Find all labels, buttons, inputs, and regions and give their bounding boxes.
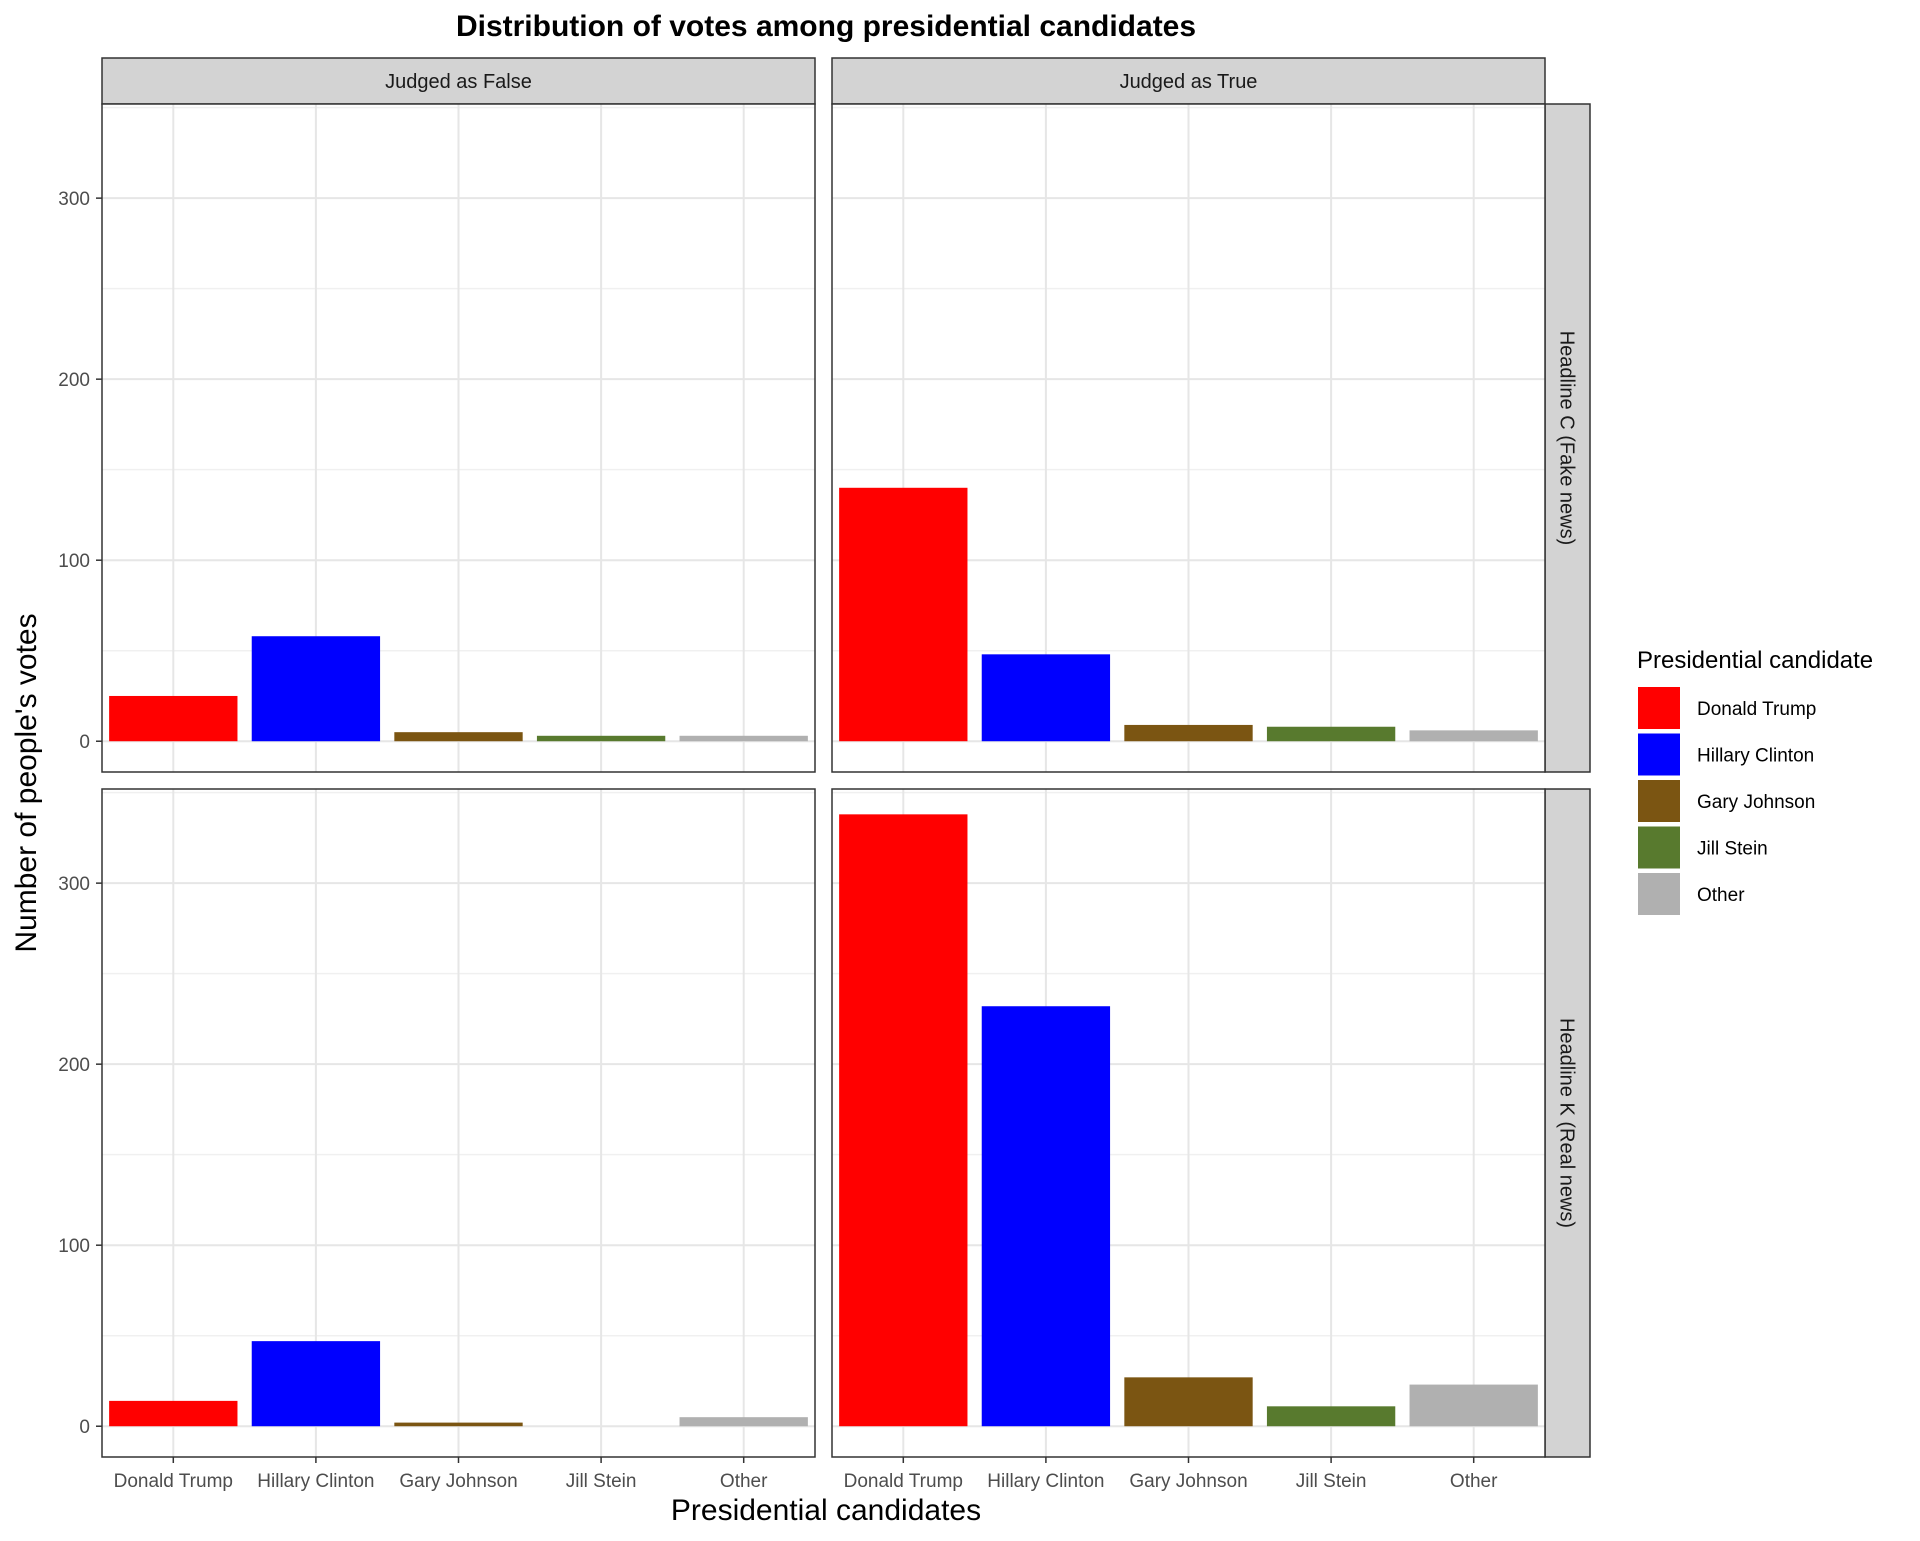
legend-key-hillary-clinton — [1638, 733, 1680, 776]
legend-label: Gary Johnson — [1697, 792, 1815, 813]
bar-hillary-clinton — [251, 636, 381, 742]
y-tick-label: 200 — [58, 1055, 90, 1076]
bar-jill-stein — [536, 735, 666, 742]
bar-hillary-clinton — [981, 1006, 1111, 1427]
bar-hillary-clinton — [981, 654, 1111, 742]
chart-title: Distribution of votes among presidential… — [456, 10, 1196, 43]
panels-layer: Judged as False Judged as True Headline C … — [58, 57, 1591, 1492]
x-tick-label: Jill Stein — [566, 1471, 637, 1492]
bar-hillary-clinton — [251, 1341, 381, 1427]
panel-headline-c-fake-news-judged-as-true — [831, 103, 1546, 773]
legend: Presidential candidate Donald Trump Hilla… — [1637, 647, 1873, 915]
panel-border — [101, 103, 816, 773]
bar-other — [1409, 1384, 1538, 1427]
legend-key-other — [1638, 873, 1680, 915]
panel-headline-c-fake-news-judged-as-false: 0 100 200 300 — [58, 103, 816, 773]
panel-border — [831, 103, 1546, 773]
legend-label: Jill Stein — [1697, 839, 1768, 860]
legend-key-jill-stein — [1638, 826, 1680, 869]
panel-headline-k-real-news-judged-as-false: 0 100 200 300 Donald Trump Hillary Clinton Gar… — [58, 788, 816, 1492]
legend-label: Donald Trump — [1697, 699, 1816, 720]
x-tick-label: Gary Johnson — [399, 1471, 517, 1492]
bar-gary-johnson — [394, 732, 523, 742]
bar-donald-trump — [839, 487, 968, 742]
y-tick-label: 200 — [58, 370, 90, 391]
bar-jill-stein — [1266, 1406, 1396, 1427]
facet-strip-col-judged-as-false — [101, 57, 816, 105]
bar-donald-trump — [109, 695, 238, 742]
x-tick-label: Donald Trump — [114, 1471, 233, 1492]
bar-jill-stein — [1266, 726, 1396, 742]
legend-key-gary-johnson — [1638, 780, 1680, 822]
x-tick-label: Other — [1450, 1471, 1498, 1492]
x-tick-label: Other — [720, 1471, 768, 1492]
facet-strip-col-label: Judged as False — [385, 71, 532, 93]
bar-other — [1409, 730, 1538, 742]
y-tick-label: 100 — [58, 551, 90, 572]
x-tick-label: Donald Trump — [844, 1471, 963, 1492]
legend-key-donald-trump — [1638, 687, 1680, 729]
y-tick-label: 300 — [58, 189, 90, 210]
x-tick-label: Gary Johnson — [1129, 1471, 1247, 1492]
bar-gary-johnson — [394, 1422, 523, 1427]
y-axis-title: Number of people's votes — [10, 613, 43, 952]
y-tick-label: 0 — [79, 732, 90, 753]
x-axis-title: Presidential candidates — [671, 1494, 981, 1527]
bar-donald-trump — [109, 1400, 238, 1427]
facet-strip-row-headline-c-fake-news — [1544, 103, 1591, 773]
x-tick-label: Hillary Clinton — [987, 1471, 1104, 1492]
x-tick-label: Hillary Clinton — [257, 1471, 374, 1492]
facet-strip-col-judged-as-true — [831, 57, 1546, 105]
bar-other — [679, 1417, 808, 1427]
facet-strip-col-label: Judged as True — [1120, 71, 1258, 93]
legend-label: Hillary Clinton — [1697, 746, 1814, 767]
x-tick-label: Jill Stein — [1296, 1471, 1367, 1492]
y-tick-label: 300 — [58, 874, 90, 895]
y-tick-label: 100 — [58, 1236, 90, 1257]
bar-other — [679, 735, 808, 742]
bar-gary-johnson — [1124, 724, 1253, 742]
facet-strip-row-label: Headline K (Real news) — [1556, 1018, 1578, 1228]
y-tick-label: 0 — [79, 1417, 90, 1438]
bar-gary-johnson — [1124, 1377, 1253, 1427]
legend-label: Other — [1697, 885, 1745, 906]
facet-strip-row-label: Headline C (Fake news) — [1556, 331, 1578, 546]
panel-headline-k-real-news-judged-as-true: Donald Trump Hillary Clinton Gary Johnson J… — [831, 788, 1546, 1492]
bar-donald-trump — [839, 814, 968, 1427]
facet-strip-row-headline-k-real-news — [1544, 788, 1591, 1458]
legend-title: Presidential candidate — [1637, 647, 1873, 674]
